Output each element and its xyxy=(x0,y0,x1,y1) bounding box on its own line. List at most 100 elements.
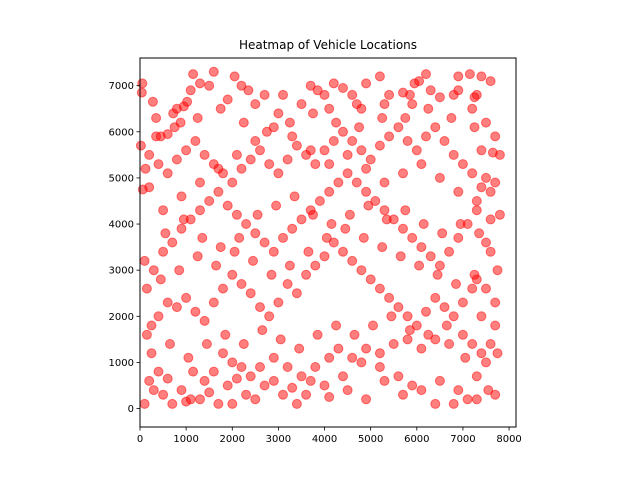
data-point xyxy=(215,242,226,253)
data-point xyxy=(374,283,385,294)
data-point xyxy=(363,200,374,211)
data-point xyxy=(340,223,351,234)
data-point xyxy=(144,149,155,160)
data-point xyxy=(236,362,247,372)
data-point xyxy=(368,320,378,331)
data-point xyxy=(238,117,249,128)
x-tick-label: 4000 xyxy=(312,434,337,445)
data-point xyxy=(483,385,494,396)
data-point xyxy=(379,99,390,110)
y-tick-label: 1000 xyxy=(109,358,134,369)
data-point xyxy=(437,228,448,239)
data-point xyxy=(197,232,208,243)
data-point xyxy=(312,329,323,340)
data-point xyxy=(404,325,415,336)
data-point xyxy=(148,385,159,396)
data-point xyxy=(476,145,487,156)
data-point xyxy=(158,246,169,257)
data-point xyxy=(140,163,151,174)
data-point xyxy=(192,113,203,123)
data-point xyxy=(289,191,300,202)
data-point xyxy=(314,196,325,206)
data-point xyxy=(481,283,491,294)
data-point xyxy=(245,154,256,165)
data-point xyxy=(238,339,249,349)
data-point xyxy=(425,85,436,96)
data-point xyxy=(162,129,173,140)
data-point xyxy=(245,288,256,299)
data-point xyxy=(361,186,372,197)
data-point xyxy=(416,159,427,170)
data-point xyxy=(294,343,305,354)
data-point xyxy=(402,311,413,322)
data-point xyxy=(287,131,298,142)
data-point xyxy=(432,269,443,280)
data-point xyxy=(398,168,408,179)
data-point xyxy=(365,274,376,285)
data-point xyxy=(213,186,224,197)
data-point xyxy=(485,214,496,225)
data-point xyxy=(167,398,178,409)
data-point xyxy=(407,232,418,243)
data-point xyxy=(190,136,201,146)
x-tick-label: 7000 xyxy=(450,434,475,445)
data-point xyxy=(467,339,478,349)
data-point xyxy=(347,255,358,266)
data-point xyxy=(342,149,353,160)
y-tick-label: 5000 xyxy=(109,173,134,184)
data-point xyxy=(296,371,307,382)
data-point xyxy=(398,389,408,400)
data-point xyxy=(268,375,279,386)
data-point xyxy=(291,140,302,151)
data-point xyxy=(287,382,298,393)
data-point xyxy=(291,288,302,299)
data-point xyxy=(310,159,321,170)
data-point xyxy=(310,362,321,372)
x-tick-label: 5000 xyxy=(358,434,383,445)
data-point xyxy=(331,320,342,331)
data-point xyxy=(402,136,413,146)
data-point xyxy=(252,209,263,220)
data-point xyxy=(421,69,431,80)
data-point xyxy=(476,182,487,193)
data-point xyxy=(430,292,441,303)
data-point xyxy=(411,145,422,156)
data-point xyxy=(455,219,466,229)
data-point xyxy=(141,283,152,294)
data-point xyxy=(494,209,505,220)
data-point xyxy=(471,196,482,206)
data-point xyxy=(162,168,173,179)
data-point xyxy=(227,398,238,409)
data-point xyxy=(374,140,385,151)
data-point xyxy=(204,80,215,91)
data-point xyxy=(351,177,362,188)
data-point xyxy=(188,366,199,377)
data-point xyxy=(379,205,390,216)
data-point xyxy=(146,320,157,331)
data-point xyxy=(241,219,252,229)
data-point xyxy=(250,228,261,239)
data-point xyxy=(255,362,265,372)
data-point xyxy=(361,78,372,89)
data-point xyxy=(393,302,404,313)
data-point xyxy=(361,163,372,174)
data-point xyxy=(338,83,348,93)
data-point xyxy=(370,196,381,206)
data-point xyxy=(278,89,288,100)
x-axis: 0 1000 2000 3000 4000 5000 6000 7000 8000 xyxy=(137,427,522,445)
data-point xyxy=(236,279,247,289)
data-point xyxy=(460,352,471,363)
data-point xyxy=(485,76,496,87)
data-point xyxy=(451,279,461,289)
data-point xyxy=(481,117,491,128)
data-point xyxy=(255,145,265,156)
data-point xyxy=(308,209,318,220)
data-point xyxy=(474,228,485,239)
data-point xyxy=(144,375,155,386)
data-point xyxy=(162,297,173,308)
data-point xyxy=(284,117,295,128)
data-point xyxy=(137,78,148,89)
data-point xyxy=(287,223,298,234)
data-point xyxy=(195,177,205,188)
data-point xyxy=(278,232,288,243)
